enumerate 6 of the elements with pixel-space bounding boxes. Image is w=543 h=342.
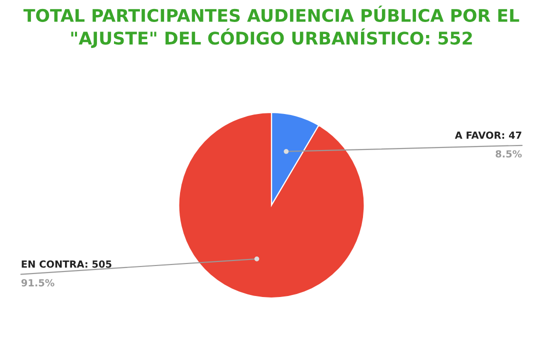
slice-label: EN CONTRA: 505 <box>22 260 112 268</box>
pie-slice <box>178 112 365 299</box>
data-label: 91.5% <box>21 279 54 286</box>
data-label: 8.5% <box>496 150 522 158</box>
chart-title: TOTAL PARTICIPANTES AUDIENCIA PÚBLICA POR EL "AJUSTE" DEL CÓDIGO URBANÍSTICO: 552 <box>23 6 520 48</box>
slice-label: A FAVOR: 47 <box>454 132 522 139</box>
